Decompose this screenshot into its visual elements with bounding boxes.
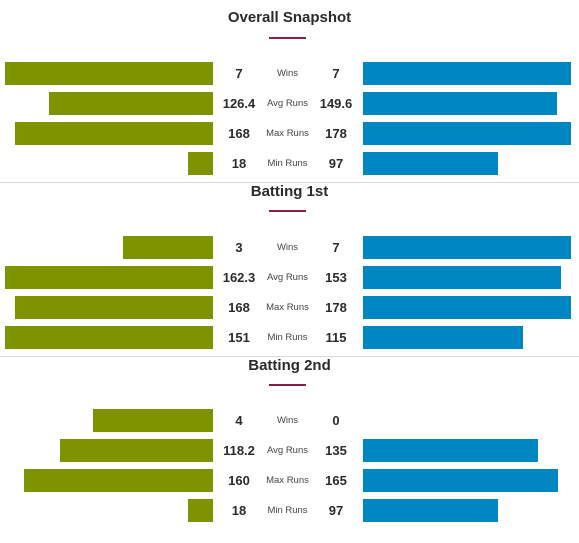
section-title-underline [269,210,306,212]
left-team-value: 162.3 [222,270,256,285]
left-team-value: 118.2 [223,443,255,458]
left-team-value: 4 [235,413,243,428]
left-team-value: 168 [228,300,250,315]
section-title-underline [269,37,306,39]
left-team-bar [49,92,213,115]
right-team-bar [363,499,498,522]
left-team-bar [15,122,213,145]
right-team-bar [363,296,571,319]
section-divider [0,356,579,357]
left-team-value: 151 [228,330,250,345]
stat-label: Avg Runs [266,98,308,109]
left-team-value: 126.4 [222,96,256,111]
stat-row-avg-runs: 118.2 Avg Runs 135 [0,439,579,462]
stat-row-max-runs: 160 Max Runs 165 [0,469,579,492]
left-team-bar [93,409,213,432]
stat-label: Avg Runs [266,445,308,456]
stat-row-max-runs: 168 Max Runs 178 [0,296,579,319]
right-team-bar [363,326,523,349]
right-team-bar [363,469,558,492]
stat-label: Max Runs [266,128,309,139]
right-team-value: 115 [325,330,347,345]
section-title-underline [269,384,306,386]
left-team-bar [60,439,213,462]
right-team-value: 149.6 [319,96,353,111]
right-team-value: 97 [328,156,344,171]
stat-label: Max Runs [266,475,309,486]
stat-row-avg-runs: 162.3 Avg Runs 153 [0,266,579,289]
left-team-bar [188,152,213,175]
section-title-overall: Overall Snapshot [227,9,352,26]
stat-row-wins: 7 Wins 7 [0,62,579,85]
right-team-bar [363,92,557,115]
stat-label: Max Runs [266,302,309,313]
right-team-bar [363,236,571,259]
section-title-batting-2nd: Batting 2nd [248,357,331,374]
left-team-bar [188,499,213,522]
left-team-value: 168 [228,126,250,141]
right-team-value: 153 [325,270,347,285]
right-team-value: 7 [332,66,340,81]
left-team-bar [123,236,213,259]
right-team-value: 178 [325,126,347,141]
left-team-bar [5,62,213,85]
section-title-batting-1st: Batting 1st [250,183,329,200]
stat-label: Wins [276,242,299,253]
stat-row-wins: 3 Wins 7 [0,236,579,259]
right-team-bar [363,62,571,85]
right-team-value: 178 [325,300,347,315]
stat-label: Min Runs [267,332,308,343]
left-team-value: 3 [235,240,243,255]
right-team-value: 165 [325,473,347,488]
stat-label: Avg Runs [266,272,308,283]
left-team-bar [5,326,213,349]
right-team-value: 97 [328,503,344,518]
left-team-value: 160 [228,473,250,488]
right-team-value: 0 [332,413,340,428]
stat-label: Wins [276,68,299,79]
right-team-bar [363,122,571,145]
left-team-value: 7 [235,66,243,81]
stat-row-max-runs: 168 Max Runs 178 [0,122,579,145]
stat-label: Wins [276,415,299,426]
left-team-bar [24,469,213,492]
right-team-bar [363,266,561,289]
right-team-bar [363,439,538,462]
stat-row-wins: 4 Wins 0 [0,409,579,432]
right-team-value: 7 [332,240,340,255]
section-divider [0,182,579,183]
left-team-bar [5,266,213,289]
right-team-bar [363,152,498,175]
stat-row-min-runs: 18 Min Runs 97 [0,499,579,522]
left-team-bar [15,296,213,319]
left-team-value: 18 [231,156,247,171]
stat-row-avg-runs: 126.4 Avg Runs 149.6 [0,92,579,115]
stat-label: Min Runs [267,158,308,169]
stat-row-min-runs: 151 Min Runs 115 [0,326,579,349]
right-team-value: 135 [325,443,347,458]
stat-label: Min Runs [267,505,308,516]
stat-row-min-runs: 18 Min Runs 97 [0,152,579,175]
left-team-value: 18 [231,503,247,518]
